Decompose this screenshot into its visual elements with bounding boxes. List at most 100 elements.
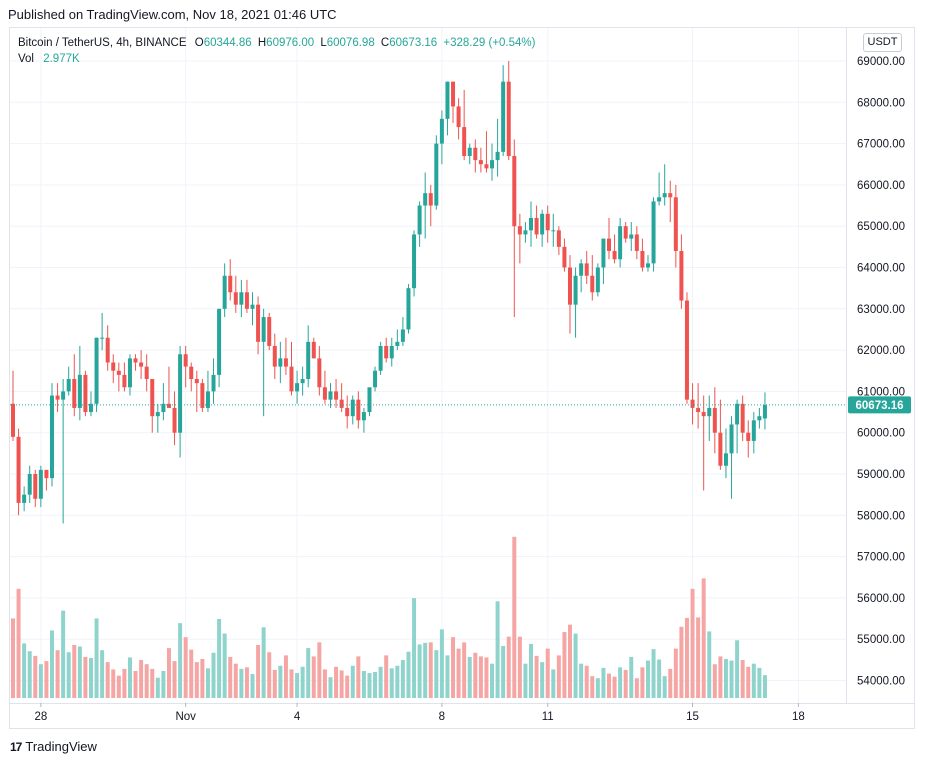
- chart-frame[interactable]: [9, 27, 915, 729]
- volume-bar: [534, 655, 539, 698]
- price-tick-label: 68000.00: [857, 97, 905, 109]
- candle-body: [116, 370, 121, 375]
- candle-body: [740, 403, 745, 433]
- candle-body: [155, 412, 160, 417]
- candle-body: [61, 391, 66, 400]
- volume-bar: [629, 656, 634, 698]
- candle-body: [300, 379, 305, 384]
- volume-bar: [183, 637, 188, 698]
- legend-price-row: Bitcoin / TetherUS, 4h, BINANCE O60344.8…: [18, 35, 535, 51]
- volume-bar: [495, 601, 500, 698]
- last-price-label: 60673.16: [856, 400, 904, 412]
- volume-bar: [651, 649, 656, 698]
- candle-body: [495, 151, 500, 161]
- candle-body: [256, 304, 261, 342]
- candle-body: [94, 337, 99, 404]
- volume-bar: [83, 656, 88, 698]
- tradingview-logo-icon: 17: [10, 739, 22, 754]
- volume-bar: [523, 663, 528, 698]
- volume-bar: [194, 662, 199, 698]
- candle-body: [473, 147, 478, 161]
- time-tick-label: 28: [34, 711, 47, 723]
- price-tick-label: 61000.00: [857, 386, 905, 398]
- candle-body: [529, 217, 534, 231]
- volume-bar: [16, 588, 21, 698]
- price-tick-label: 69000.00: [857, 56, 905, 68]
- candle-body: [222, 275, 227, 309]
- candle-body: [183, 354, 188, 367]
- volume-bar: [250, 674, 255, 698]
- volume-bar: [484, 657, 489, 698]
- volume-bar: [701, 578, 706, 698]
- volume-bar: [423, 642, 428, 698]
- volume-bar: [211, 652, 216, 698]
- volume-bar: [189, 649, 194, 698]
- candle-body: [501, 81, 506, 152]
- price-tick-label: 67000.00: [857, 139, 905, 151]
- last-price-badge: 60673.16: [848, 396, 911, 414]
- price-tick-label: 63000.00: [857, 304, 905, 316]
- candle-body: [239, 292, 244, 305]
- volume-bar: [27, 651, 32, 698]
- volume-bar: [77, 646, 82, 698]
- candle-body: [684, 300, 689, 400]
- candle-body: [88, 403, 93, 413]
- volume-bar: [378, 666, 383, 698]
- volume-bar: [133, 670, 138, 698]
- volume-bar: [345, 675, 350, 698]
- price-tick-label: 54000.00: [857, 676, 905, 688]
- candle-body: [77, 374, 82, 408]
- candle-body: [317, 358, 322, 388]
- symbol-name[interactable]: Bitcoin / TetherUS, 4h, BINANCE: [18, 37, 187, 49]
- candle-body: [66, 379, 71, 392]
- volume-bar: [729, 660, 734, 698]
- volume-bar: [300, 666, 305, 698]
- volume-bar: [573, 633, 578, 698]
- volume-bar: [545, 648, 550, 698]
- volume-bar: [707, 631, 712, 698]
- volume-bar: [356, 656, 361, 698]
- volume-bar: [590, 676, 595, 698]
- volume-bar: [272, 669, 277, 698]
- candle-body: [272, 345, 277, 367]
- volume-bar: [311, 656, 316, 698]
- candle-body: [27, 474, 32, 495]
- candle-body: [517, 226, 522, 235]
- volume-bar: [22, 643, 27, 698]
- candle-body: [434, 143, 439, 206]
- volume-bar: [139, 660, 144, 698]
- candle-body: [478, 160, 483, 165]
- candle-body: [373, 370, 378, 388]
- volume-bar: [751, 663, 756, 698]
- candle-body: [150, 379, 155, 417]
- candle-body: [545, 213, 550, 231]
- volume-bar: [111, 669, 116, 698]
- candle-body: [679, 250, 684, 301]
- candle-body: [350, 399, 355, 417]
- volume-bar: [373, 672, 378, 698]
- footer-brand[interactable]: 17 TradingView: [10, 739, 97, 754]
- time-tick-label: 15: [686, 711, 699, 723]
- volume-bar: [690, 588, 695, 698]
- volume-bar: [44, 661, 49, 698]
- volume-bar: [673, 648, 678, 698]
- candle-body: [72, 379, 77, 408]
- candle-body: [668, 193, 673, 198]
- candle-body: [573, 275, 578, 305]
- volume-bar: [350, 665, 355, 698]
- candle-body: [601, 238, 606, 268]
- candle-body: [189, 366, 194, 380]
- candle-body: [122, 374, 127, 388]
- volume-bar: [289, 669, 294, 698]
- volume-bar: [506, 636, 511, 698]
- volume-bar: [762, 675, 767, 698]
- volume-bar: [267, 652, 272, 698]
- candle-body: [701, 412, 706, 417]
- currency-button[interactable]: USDT: [863, 33, 902, 52]
- candle-body: [295, 383, 300, 392]
- candle-body: [645, 263, 650, 268]
- volume-bar: [529, 643, 534, 698]
- volume-bar: [428, 642, 433, 698]
- volume-label[interactable]: Vol: [18, 53, 34, 65]
